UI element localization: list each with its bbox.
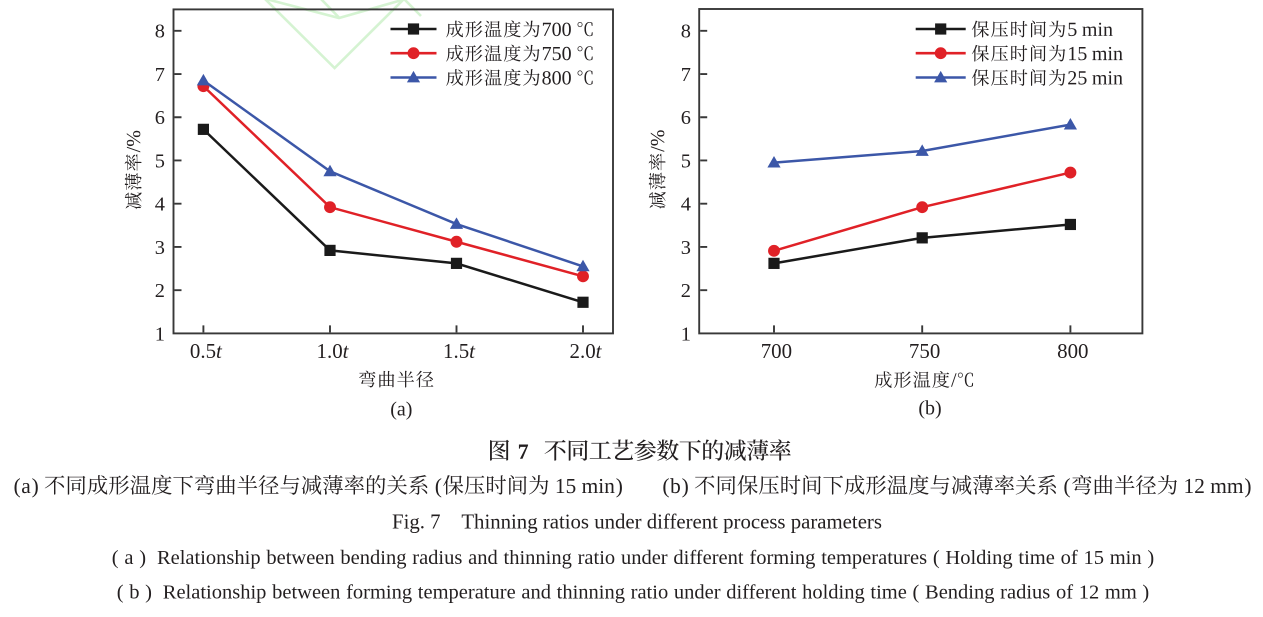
svg-text:( a ) Relationship between be: ( a ) Relationship between bending radiu… [112, 547, 1154, 569]
svg-text:5: 5 [681, 150, 691, 172]
svg-text:1.5t: 1.5t [443, 339, 476, 363]
svg-text:Fig. 7 Thinning ratios under d: Fig. 7 Thinning ratios under different p… [392, 511, 882, 534]
svg-text:700: 700 [761, 339, 792, 363]
svg-text:7: 7 [681, 64, 691, 86]
svg-text:800: 800 [1057, 339, 1088, 363]
svg-text:8: 8 [681, 21, 691, 43]
svg-text:750: 750 [909, 339, 940, 363]
svg-text:3: 3 [681, 237, 691, 259]
svg-text:(a): (a) [390, 398, 412, 420]
svg-text:( b ) Relationship between fo: ( b ) Relationship between forming tempe… [117, 581, 1150, 603]
svg-text:0.5t: 0.5t [190, 339, 223, 363]
svg-text:4: 4 [681, 194, 691, 216]
svg-text:6: 6 [155, 107, 165, 129]
svg-text:4: 4 [155, 194, 165, 216]
svg-text:1: 1 [155, 323, 165, 345]
svg-text:1: 1 [681, 323, 691, 345]
svg-text:2: 2 [681, 280, 691, 302]
svg-text:5: 5 [155, 150, 165, 172]
svg-text:1.0t: 1.0t [317, 339, 350, 363]
svg-text:6: 6 [681, 107, 691, 129]
svg-text:8: 8 [155, 21, 165, 43]
svg-text:(b): (b) [918, 398, 941, 420]
svg-text:3: 3 [155, 237, 165, 259]
svg-text:2.0t: 2.0t [570, 339, 603, 363]
svg-text:2: 2 [155, 280, 165, 302]
svg-text:7: 7 [155, 64, 165, 86]
